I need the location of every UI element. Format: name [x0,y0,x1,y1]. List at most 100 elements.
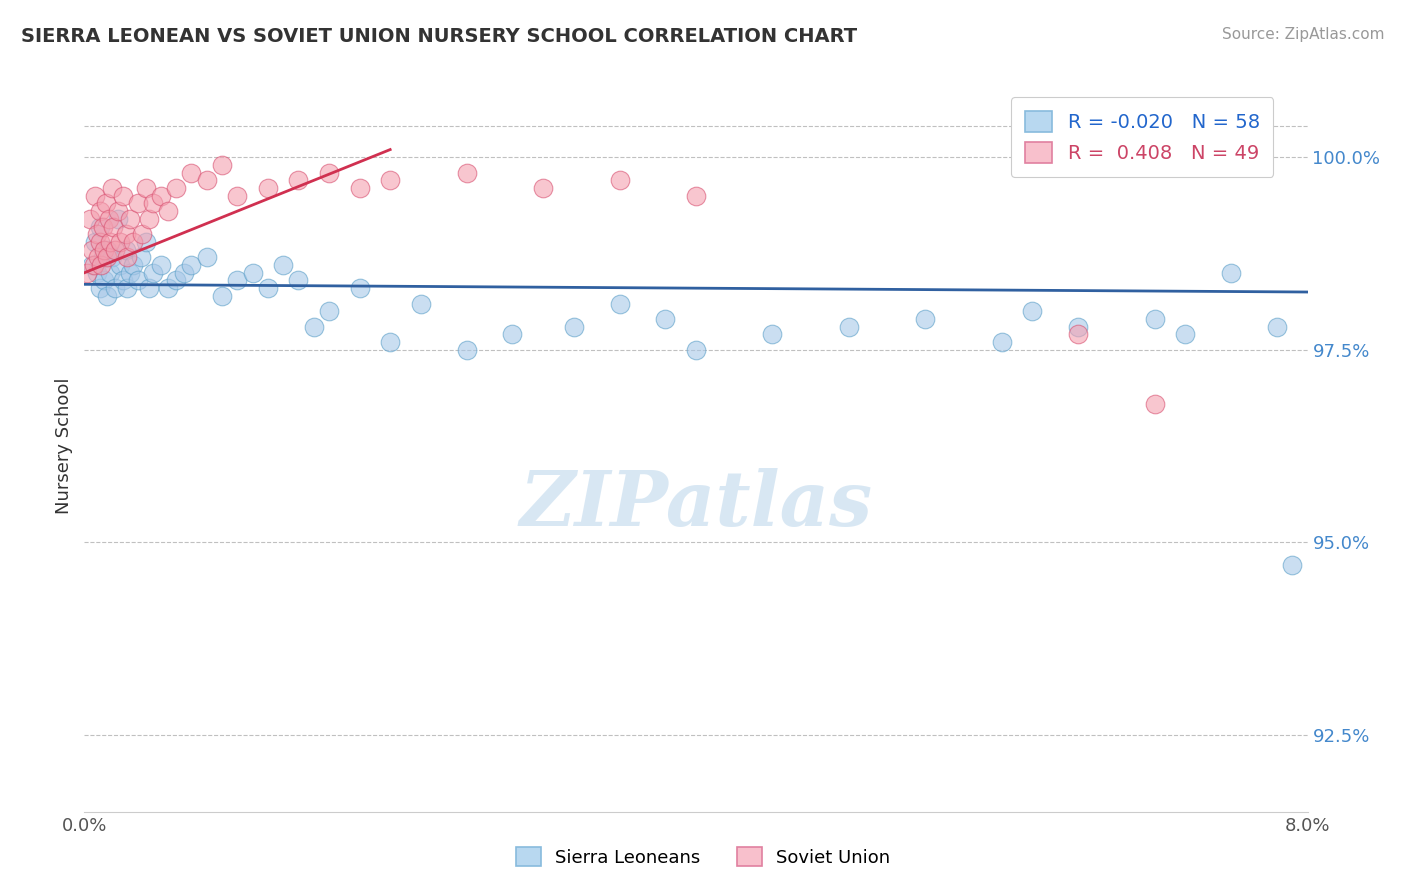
Text: Source: ZipAtlas.com: Source: ZipAtlas.com [1222,27,1385,42]
Point [991,334,1014,349]
Point [349,281,371,295]
Point [211,289,233,303]
Point [157,281,180,295]
Point [98,266,121,280]
Point [257,181,280,195]
Point [120,211,142,226]
Point [114,243,136,257]
Point [1174,327,1197,342]
Point [1067,327,1090,342]
Point [89,219,111,234]
Point [115,251,138,265]
Point [91,251,114,265]
Point [93,243,115,257]
Point [157,204,180,219]
Point [380,173,402,187]
Point [91,219,114,234]
Point [97,211,120,226]
Point [84,188,107,202]
Point [104,243,127,257]
Point [108,235,131,249]
Point [654,312,676,326]
Point [87,251,110,265]
Point [86,227,108,242]
Point [96,243,118,257]
Point [302,319,325,334]
Legend: Sierra Leoneans, Soviet Union: Sierra Leoneans, Soviet Union [509,840,897,874]
Legend: R = -0.020   N = 58, R =  0.408   N = 49: R = -0.020 N = 58, R = 0.408 N = 49 [1011,97,1274,177]
Point [165,273,187,287]
Point [685,343,707,357]
Point [1021,304,1043,318]
Point [1220,266,1243,280]
Point [131,227,153,242]
Point [165,181,187,195]
Point [76,266,98,280]
Point [103,219,125,234]
Point [80,258,103,272]
Point [127,196,149,211]
Point [135,235,157,249]
Text: SIERRA LEONEAN VS SOVIET UNION NURSERY SCHOOL CORRELATION CHART: SIERRA LEONEAN VS SOVIET UNION NURSERY S… [21,27,858,45]
Point [1281,558,1303,573]
Point [115,281,138,295]
Point [180,166,202,180]
Point [138,211,160,226]
Point [86,266,108,280]
Point [93,273,115,287]
Point [108,258,131,272]
Point [127,273,149,287]
Point [173,266,195,280]
Point [180,258,202,272]
Point [149,258,172,272]
Point [761,327,783,342]
Point [83,258,105,272]
Point [502,327,524,342]
Point [242,266,264,280]
Point [89,204,111,219]
Point [1143,312,1166,326]
Point [318,304,340,318]
Point [195,251,218,265]
Point [98,235,121,249]
Point [122,235,145,249]
Point [1265,319,1288,334]
Point [104,281,127,295]
Point [685,188,707,202]
Point [211,158,233,172]
Point [129,251,152,265]
Point [609,173,631,187]
Point [456,166,478,180]
Point [122,258,145,272]
Point [89,281,111,295]
Point [226,273,249,287]
Point [111,188,134,202]
Point [195,173,218,187]
Point [914,312,936,326]
Point [456,343,478,357]
Y-axis label: Nursery School: Nursery School [55,377,73,515]
Point [138,281,160,295]
Point [135,181,157,195]
Point [107,204,129,219]
Point [89,235,111,249]
Point [142,196,165,211]
Point [318,166,340,180]
Point [101,181,124,195]
Point [101,251,124,265]
Point [1067,319,1090,334]
Point [562,319,585,334]
Point [287,173,309,187]
Point [107,211,129,226]
Point [120,266,142,280]
Point [531,181,554,195]
Point [257,281,280,295]
Point [349,181,371,195]
Point [79,211,101,226]
Point [149,188,172,202]
Point [1143,397,1166,411]
Point [287,273,309,287]
Point [142,266,165,280]
Point [96,251,118,265]
Point [114,227,136,242]
